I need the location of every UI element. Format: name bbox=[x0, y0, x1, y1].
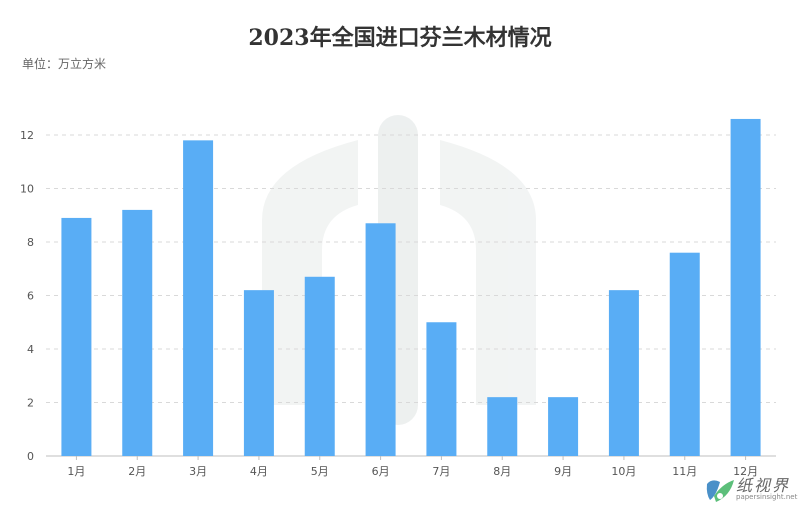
bar bbox=[243, 290, 274, 456]
y-tick-label: 0 bbox=[27, 450, 34, 463]
bar bbox=[122, 209, 153, 456]
x-tick-label: 4月 bbox=[250, 465, 268, 478]
bar bbox=[669, 252, 700, 456]
y-tick-label: 12 bbox=[20, 129, 34, 142]
bar bbox=[608, 290, 639, 456]
bar bbox=[487, 397, 518, 456]
y-tick-label: 2 bbox=[27, 397, 34, 410]
brand-icon bbox=[706, 480, 734, 502]
x-tick-label: 5月 bbox=[311, 465, 329, 478]
brand-url: papersinsight.net bbox=[736, 493, 798, 501]
watermark-logo bbox=[262, 115, 536, 425]
bar bbox=[61, 217, 92, 456]
bar bbox=[365, 223, 396, 456]
x-tick-label: 8月 bbox=[493, 465, 511, 478]
x-tick-label: 9月 bbox=[554, 465, 572, 478]
chart-title: 2023年全国进口芬兰木材情况 bbox=[248, 25, 552, 51]
bar bbox=[183, 140, 214, 456]
brand-name: 纸视界 bbox=[736, 476, 791, 495]
bar bbox=[426, 322, 457, 456]
y-tick-label: 4 bbox=[27, 343, 34, 356]
y-tick-label: 6 bbox=[27, 290, 34, 303]
x-tick-label: 12月 bbox=[733, 465, 758, 478]
x-tick-label: 3月 bbox=[189, 465, 207, 478]
unit-label: 单位：万立方米 bbox=[22, 57, 107, 71]
bar bbox=[730, 118, 761, 456]
x-tick-label: 6月 bbox=[372, 465, 390, 478]
brand-logo: 纸视界 papersinsight.net bbox=[700, 470, 800, 508]
x-tick-label: 7月 bbox=[432, 465, 450, 478]
x-tick-label: 10月 bbox=[611, 465, 636, 478]
y-tick-label: 10 bbox=[20, 183, 34, 196]
x-tick-label: 2月 bbox=[128, 465, 146, 478]
x-tick-label: 1月 bbox=[67, 465, 85, 478]
bar bbox=[304, 276, 335, 456]
x-tick-label: 11月 bbox=[672, 465, 697, 478]
bar bbox=[548, 397, 579, 456]
y-tick-label: 8 bbox=[27, 236, 34, 249]
